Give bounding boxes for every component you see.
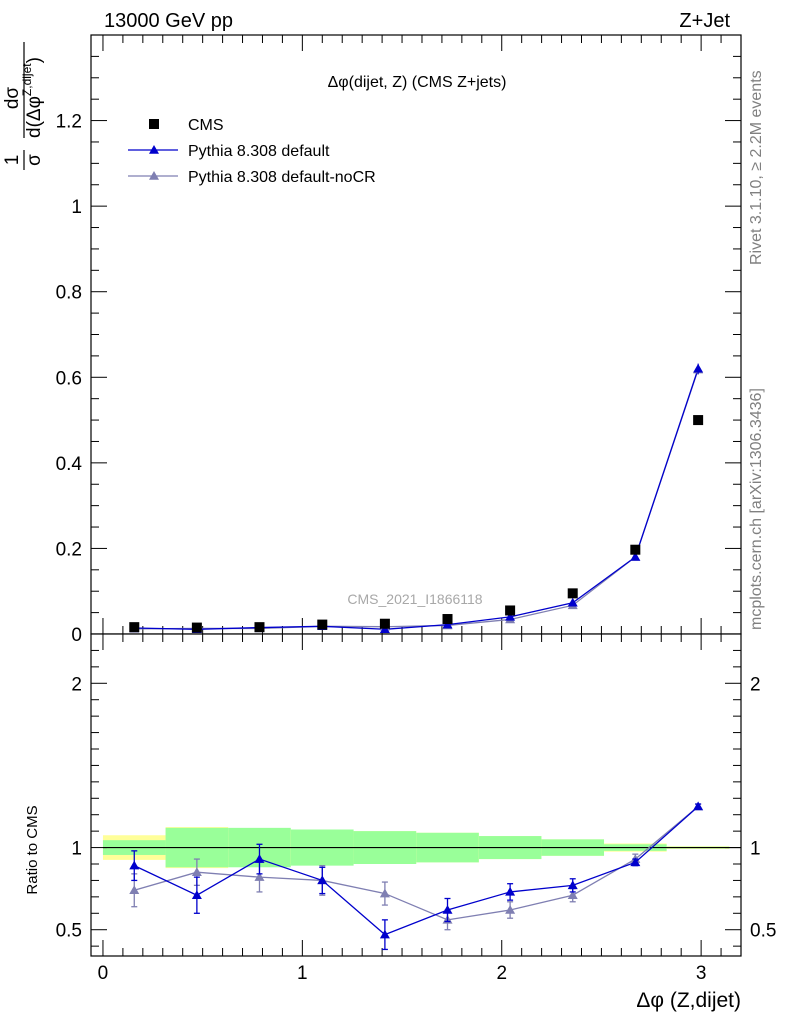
ratio-data-layer xyxy=(129,801,704,951)
ratio-ytick-label: 1 xyxy=(71,839,82,860)
main-axis-ticks: 0 0.2 0.4 0.6 0.8 1 1.2 xyxy=(56,34,741,646)
main-point-default xyxy=(693,363,704,373)
ratio-axis-ticks: 0.5 0.5 1 1 2 2 0 1 2 3 xyxy=(56,634,776,984)
main-ytick-label: 0.2 xyxy=(56,539,82,560)
main-point-default xyxy=(505,611,516,621)
header-process-label: Z+Jet xyxy=(679,10,730,32)
ratio-ytick-label-right: 2 xyxy=(750,674,761,695)
ratio-point-nocr xyxy=(505,905,516,914)
mcplots-credit-label: mcplots.cern.ch [arXiv:1306.3436] xyxy=(748,388,765,630)
ratio-point-default xyxy=(693,801,704,811)
ratio-panel: 0.5 0.5 1 1 2 2 0 1 2 3 Ratio to CMS Δφ (Z,dijet) xyxy=(24,633,776,1012)
main-ytick-label: 0 xyxy=(71,625,82,646)
main-plot-title: Δφ(dijet, Z) (CMS Z+jets) xyxy=(328,74,507,91)
main-point-cms xyxy=(442,614,453,625)
ratio-line-nocr xyxy=(134,806,699,921)
ratio-point-default xyxy=(254,854,265,863)
legend-marker-cms xyxy=(149,119,159,129)
ratio-ytick-label-right: 0.5 xyxy=(750,921,776,942)
ratio-y-axis-label: Ratio to CMS xyxy=(24,805,41,894)
ratio-uncertainty-bands xyxy=(102,827,741,869)
main-line-default xyxy=(134,368,699,630)
header-energy-label: 13000 GeV pp xyxy=(104,10,233,32)
ratio-point-nocr xyxy=(567,890,578,899)
rivet-version-label: Rivet 3.1.10, ≥ 2.2M events xyxy=(748,70,765,265)
ratio-point-default xyxy=(379,929,390,939)
analysis-watermark: CMS_2021_I1866118 xyxy=(347,591,482,607)
ratio-plot-area xyxy=(91,634,741,956)
xtick-label: 2 xyxy=(496,963,507,984)
legend-entry-label: CMS xyxy=(188,117,224,134)
main-point-cms xyxy=(254,622,265,633)
ratio-point-default xyxy=(317,875,328,885)
main-point-cms xyxy=(129,622,140,633)
legend: CMS Pythia 8.308 default Pythia 8.308 defa… xyxy=(128,117,376,186)
ratio-point-default xyxy=(129,860,140,870)
ratio-ytick-label: 2 xyxy=(71,674,82,695)
ratio-point-default xyxy=(442,905,453,914)
main-point-cms xyxy=(630,544,641,555)
ylabel-denominator: d(ΔφZ,dijet) xyxy=(20,57,45,138)
ylabel-denominator-sigma: σ xyxy=(24,154,45,166)
xtick-label: 1 xyxy=(297,963,308,984)
main-point-cms xyxy=(505,605,516,616)
ratio-point-default xyxy=(630,857,641,867)
main-point-cms xyxy=(379,618,390,629)
main-point-default xyxy=(567,597,578,607)
ratio-point-nocr xyxy=(379,888,390,898)
main-point-cms xyxy=(693,415,704,426)
ratio-plot-frame xyxy=(90,633,742,957)
xtick-label: 0 xyxy=(98,963,109,984)
main-ytick-label: 0.8 xyxy=(56,283,82,304)
main-point-default xyxy=(630,551,641,561)
ratio-ytick-label-right: 1 xyxy=(750,839,761,860)
main-ytick-label: 1 xyxy=(71,197,82,218)
legend-entry-label: Pythia 8.308 default xyxy=(188,143,330,160)
legend-marker-triangle xyxy=(149,145,159,154)
main-point-cms xyxy=(317,619,328,630)
ratio-ytick-label: 0.5 xyxy=(56,921,82,942)
ylabel-numerator-one: 1 xyxy=(2,155,23,166)
main-point-cms xyxy=(567,588,578,599)
ratio-point-default xyxy=(191,890,202,899)
x-axis-label: Δφ (Z,dijet) xyxy=(636,989,741,1012)
ratio-line-default xyxy=(133,806,699,936)
legend-entry-label: Pythia 8.308 default-noCR xyxy=(188,169,376,186)
legend-marker-triangle xyxy=(149,171,159,180)
main-ytick-label: 0.6 xyxy=(56,368,82,389)
ratio-point-default xyxy=(505,886,516,896)
ratio-point-default xyxy=(567,880,578,890)
xtick-label: 3 xyxy=(696,963,707,984)
main-ytick-label: 1.2 xyxy=(56,112,82,133)
main-data-layer xyxy=(129,363,704,634)
main-y-axis-label: 1 σ dσ d(ΔφZ,dijet) xyxy=(2,42,45,170)
ratio-point-nocr xyxy=(191,867,202,876)
ratio-point-nocr xyxy=(254,872,265,881)
ratio-point-nocr xyxy=(129,885,140,895)
ylabel-numerator-dsigma: dσ xyxy=(2,87,23,110)
main-panel: 0 0.2 0.4 0.6 0.8 1 1.2 Δφ(dijet, Z) (CMS Z+je… xyxy=(2,34,742,646)
main-point-cms xyxy=(191,622,202,633)
main-plot-area xyxy=(91,35,741,634)
main-ytick-label: 0.4 xyxy=(56,454,83,475)
